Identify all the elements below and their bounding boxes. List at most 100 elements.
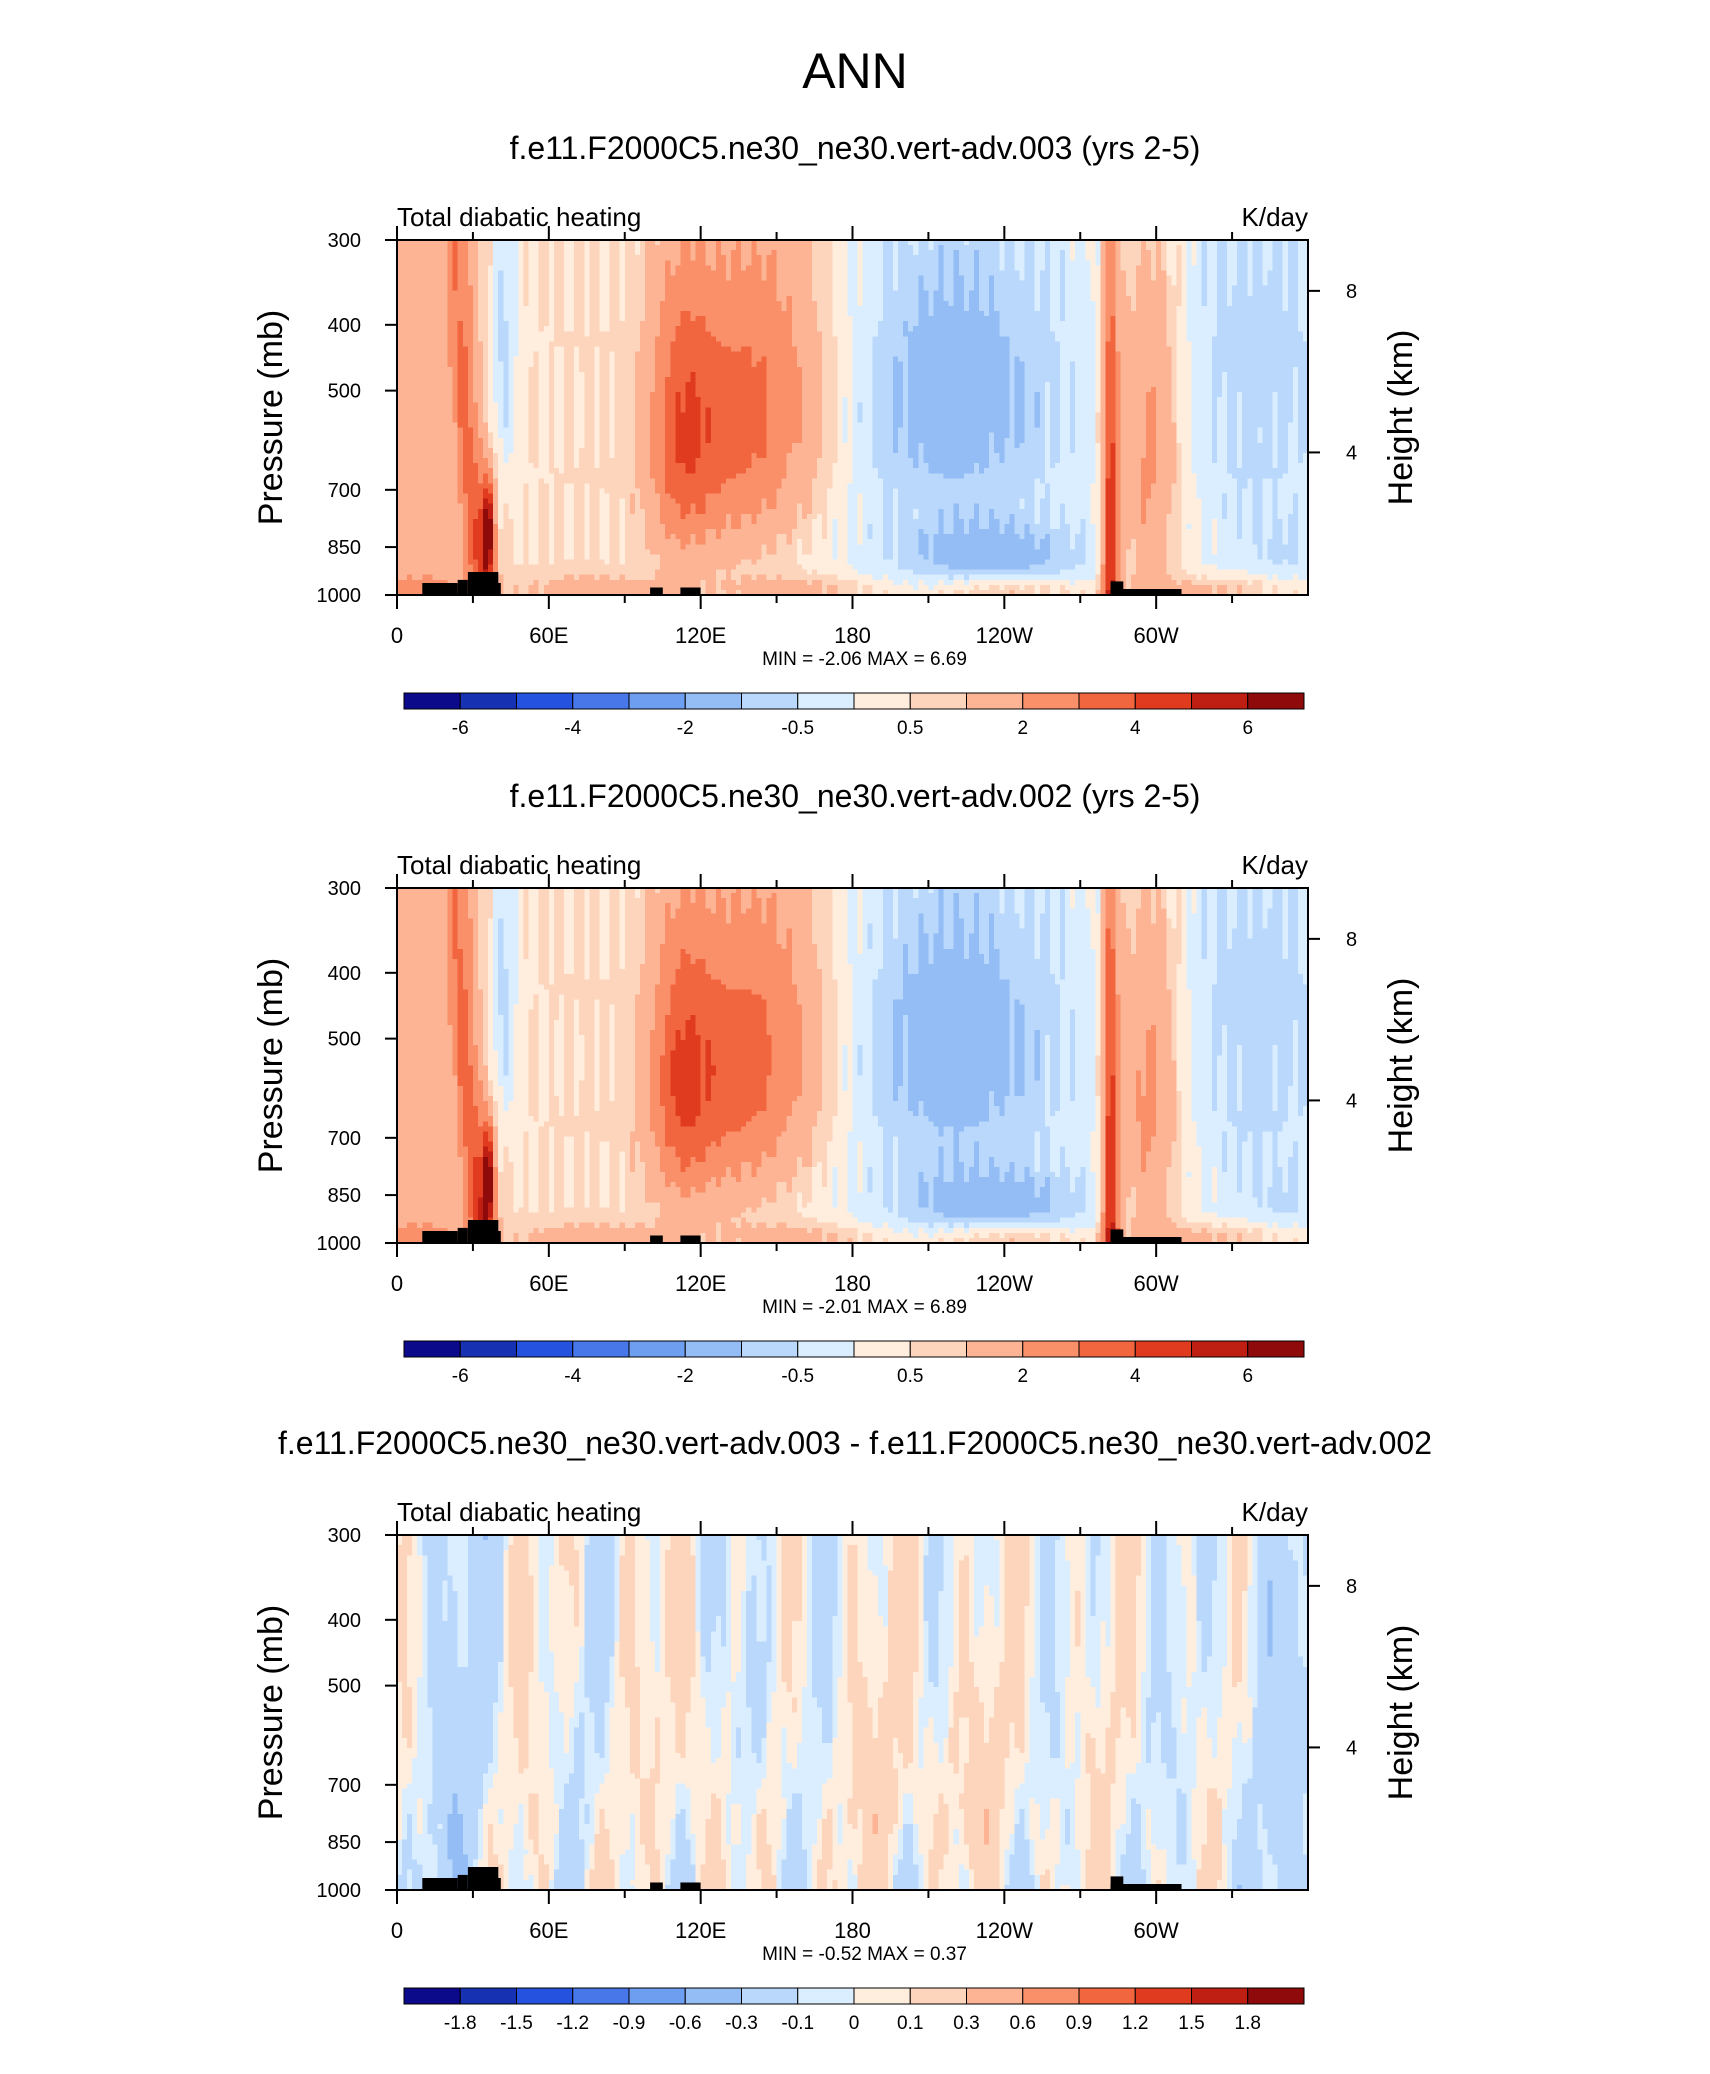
heatmap-cell [543, 300, 550, 307]
heatmap-cell [1029, 356, 1036, 363]
heatmap-cell [806, 265, 813, 272]
heatmap-cell [690, 376, 697, 383]
heatmap-cell [1171, 351, 1178, 358]
heatmap-cell [817, 250, 823, 256]
heatmap-cell [1272, 250, 1279, 256]
heatmap-cell [984, 290, 990, 297]
heatmap-cell [725, 346, 732, 353]
heatmap-cell [756, 270, 762, 277]
heatmap-cell [725, 376, 732, 383]
heatmap-cell [1216, 250, 1223, 256]
heatmap-cell [574, 290, 580, 297]
units-label: K/day [1242, 202, 1309, 232]
heatmap-cell [933, 255, 940, 261]
heatmap-cell [1044, 346, 1051, 353]
heatmap-cell [938, 285, 945, 292]
heatmap-cell [599, 295, 606, 302]
heatmap-cell [999, 366, 1005, 373]
heatmap-cell [412, 265, 418, 272]
heatmap-cell [1166, 356, 1172, 363]
heatmap-cell [579, 270, 585, 277]
heatmap-cell [842, 265, 849, 272]
heatmap-cell [923, 361, 930, 368]
heatmap-cell [695, 321, 702, 327]
heatmap-cell [1206, 346, 1213, 353]
heatmap-cell [1211, 280, 1218, 287]
heatmap-cell [1267, 285, 1274, 292]
heatmap-cell [1130, 321, 1137, 327]
heatmap-cell [1242, 346, 1248, 353]
heatmap-cell [397, 280, 403, 287]
heatmap-cell [644, 265, 651, 272]
heatmap-cell [558, 295, 565, 302]
heatmap-cell [533, 316, 540, 322]
heatmap-cell [660, 240, 666, 246]
heatmap-cell [1065, 255, 1071, 261]
heatmap-cell [715, 245, 722, 251]
heatmap-cell [867, 285, 874, 292]
heatmap-cell [1292, 321, 1299, 327]
heatmap-cell [1151, 341, 1157, 348]
heatmap-cell [1232, 280, 1238, 287]
heatmap-cell [655, 356, 661, 363]
heatmap-cell [973, 285, 980, 292]
heatmap-cell [655, 295, 661, 302]
heatmap-cell [1272, 336, 1279, 343]
heatmap-cell [1009, 300, 1016, 307]
heatmap-cell [503, 270, 509, 277]
heatmap-cell [786, 275, 793, 282]
heatmap-cell [1232, 260, 1238, 266]
heatmap-cell [903, 371, 909, 378]
heatmap-cell [417, 311, 423, 317]
heatmap-cell [650, 255, 656, 261]
heatmap-cell [543, 255, 550, 261]
heatmap-cell [973, 265, 980, 272]
heatmap-cell [1242, 351, 1248, 358]
heatmap-cell [564, 361, 570, 368]
heatmap-cell [650, 285, 656, 292]
heatmap-cell [903, 290, 909, 297]
heatmap-cell [579, 285, 585, 292]
heatmap-cell [584, 240, 590, 246]
heatmap-cell [538, 371, 545, 378]
heatmap-cell [862, 265, 869, 272]
heatmap-cell [584, 376, 590, 383]
heatmap-cell [812, 265, 818, 272]
heatmap-cell [397, 356, 403, 363]
heatmap-cell [1130, 351, 1137, 358]
heatmap-cell [1227, 255, 1233, 261]
heatmap-cell [1216, 300, 1223, 307]
heatmap-cell [1227, 331, 1233, 337]
heatmap-cell [736, 295, 742, 302]
heatmap-cell [1105, 326, 1112, 332]
heatmap-cell [1262, 285, 1269, 292]
heatmap-cell [1090, 255, 1097, 261]
heatmap-cell [1095, 245, 1102, 251]
heatmap-cell [1090, 361, 1097, 368]
heatmap-cell [898, 351, 904, 358]
heatmap-cell [569, 305, 575, 312]
heatmap-cell [528, 250, 535, 256]
heatmap-cell [852, 300, 859, 307]
heatmap-cell [614, 275, 621, 282]
heatmap-cell [867, 295, 874, 302]
heatmap-cell [887, 280, 894, 287]
heatmap-cell [619, 280, 626, 287]
heatmap-cell [903, 260, 909, 266]
heatmap-cell [741, 250, 747, 256]
heatmap-cell [1125, 361, 1132, 368]
heatmap-cell [1044, 331, 1051, 337]
heatmap-cell [994, 265, 1000, 272]
heatmap-cell [1302, 290, 1309, 297]
heatmap-cell [442, 255, 449, 261]
heatmap-cell [918, 255, 924, 261]
heatmap-cell [1120, 255, 1127, 261]
heatmap-cell [776, 371, 783, 378]
heatmap-cell [832, 260, 838, 266]
heatmap-cell [796, 321, 803, 327]
heatmap-cell [594, 270, 601, 277]
heatmap-cell [938, 270, 945, 277]
heatmap-cell [548, 295, 555, 302]
heatmap-cell [604, 305, 611, 312]
heatmap-cell [1075, 361, 1081, 368]
